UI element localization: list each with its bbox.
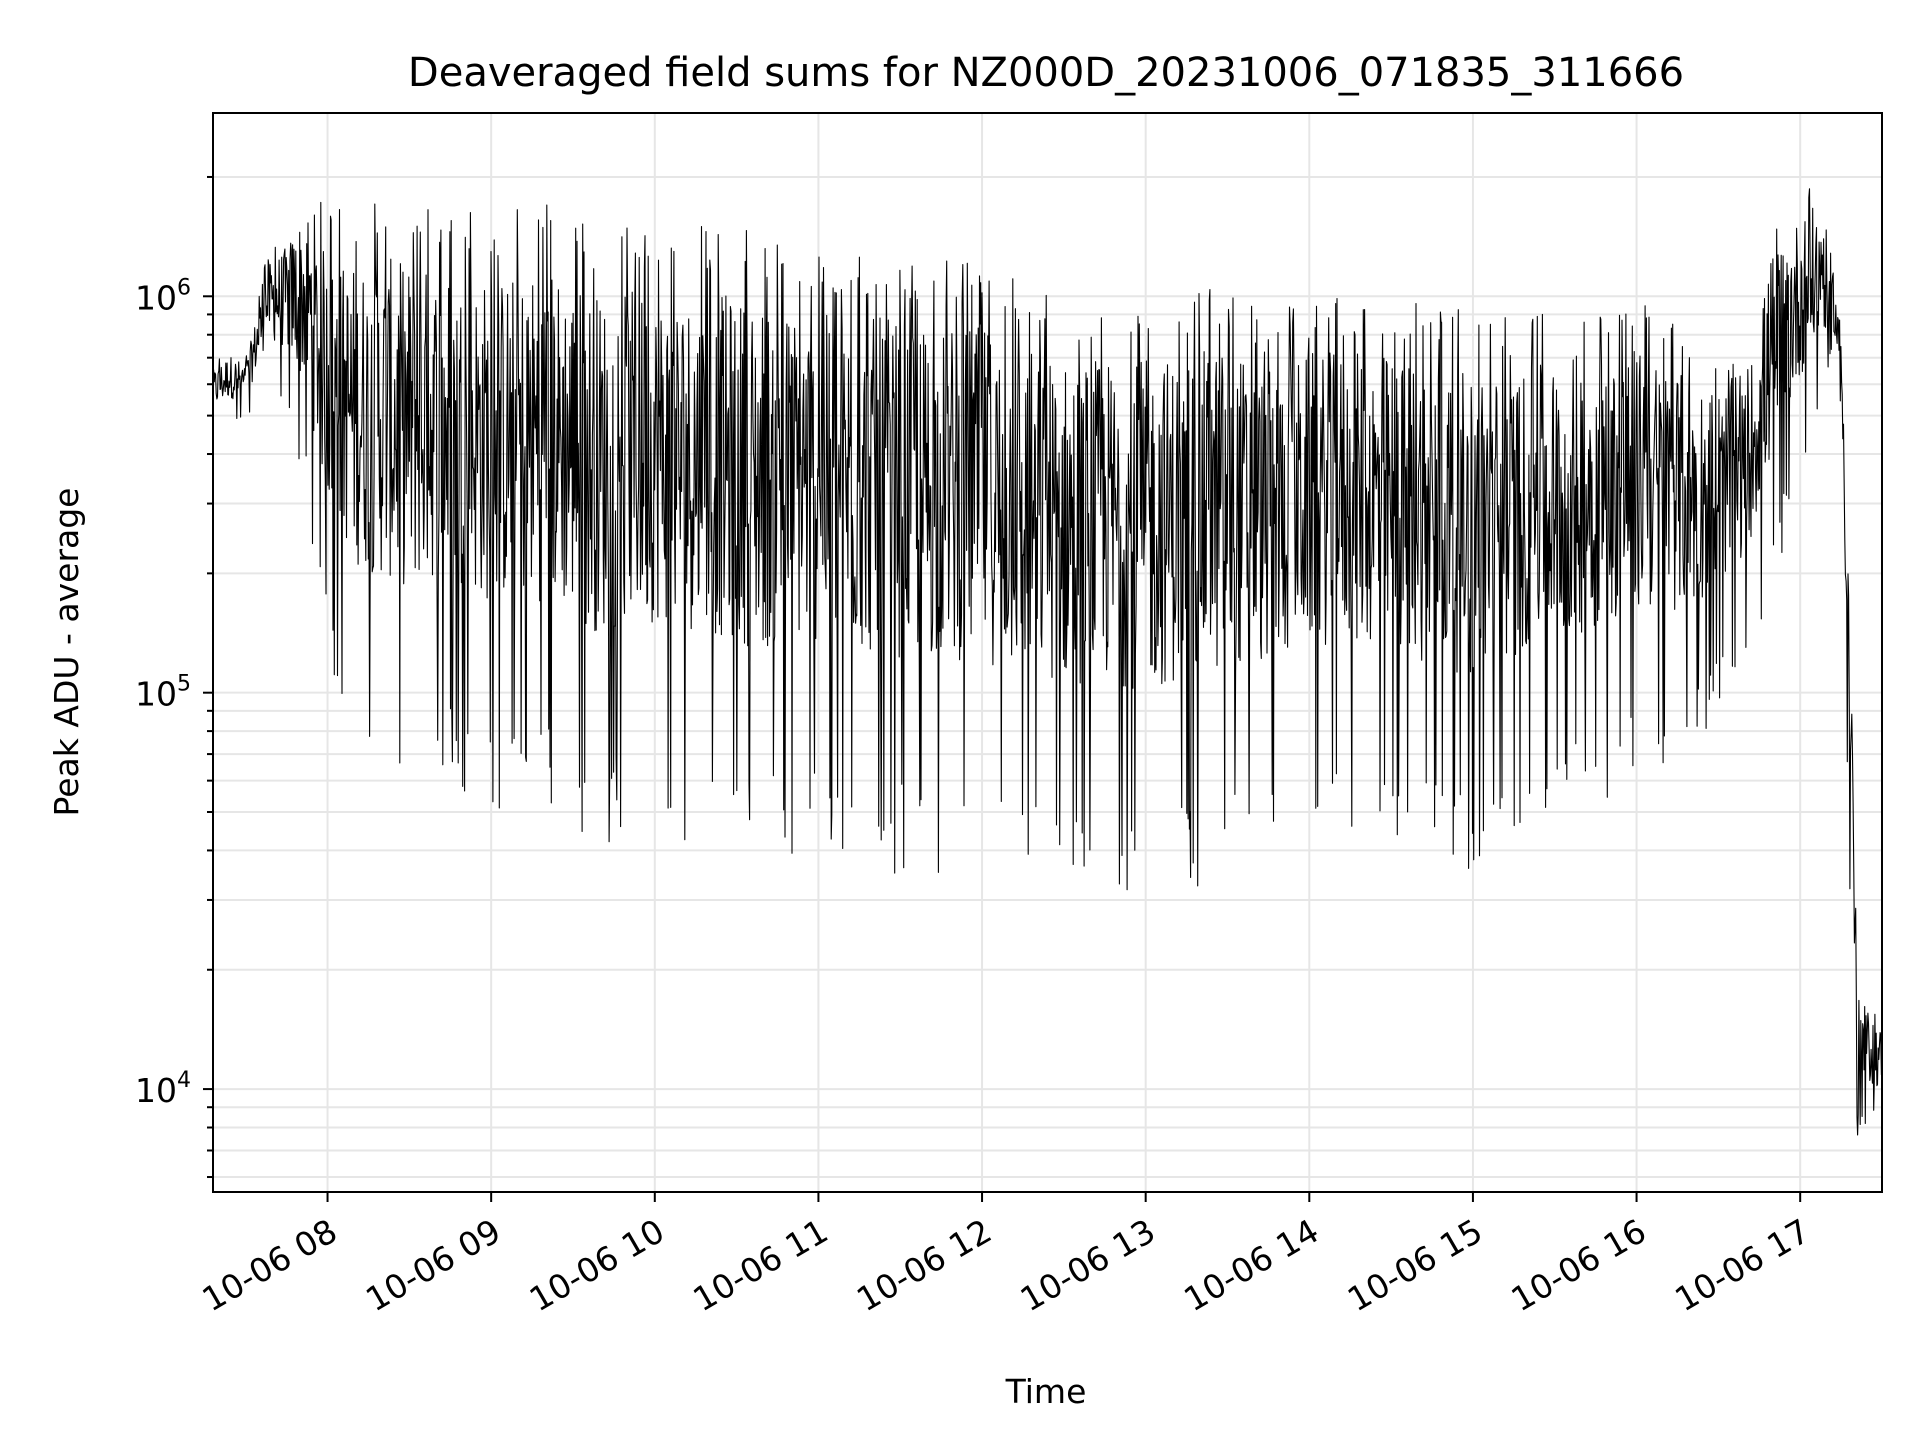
series-layer: [212, 188, 1883, 1136]
series-line-0: [212, 188, 1883, 1136]
y-tick-label: 106: [135, 275, 191, 317]
plot-frame: [212, 112, 1883, 1193]
x-axis-label: Time: [1005, 1372, 1087, 1411]
y-axis-label: Peak ADU - average: [47, 488, 86, 817]
chart-title: Deaveraged field sums for NZ000D_2023100…: [408, 50, 1684, 96]
